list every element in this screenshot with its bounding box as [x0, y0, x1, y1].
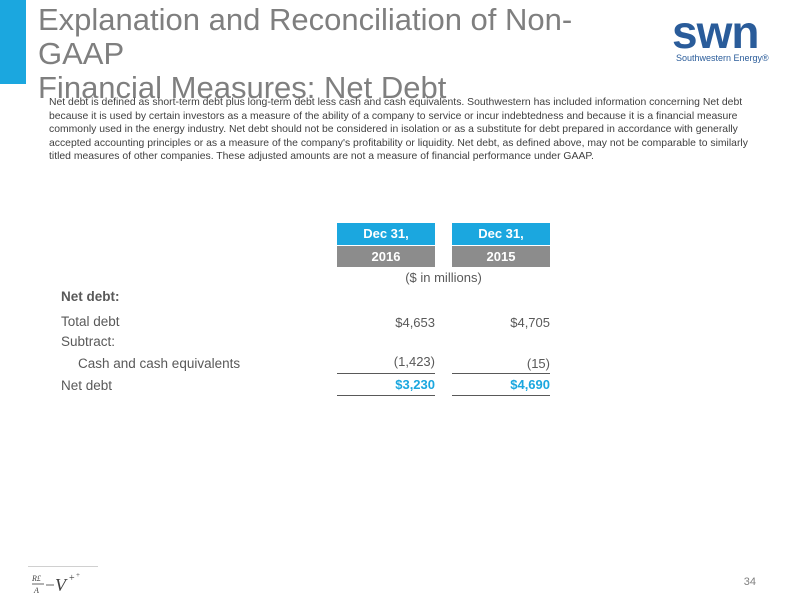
- svg-text:V: V: [55, 575, 68, 595]
- cash-2015: (15): [526, 356, 550, 371]
- row-label-net-debt: Net debt: [61, 378, 113, 393]
- svg-text:R£: R£: [31, 574, 41, 583]
- row-label-subtract: Subtract:: [61, 334, 116, 349]
- title-line-2: Financial Measures: Net Debt: [38, 70, 447, 105]
- intro-paragraph: Net debt is defined as short-term debt p…: [49, 97, 748, 162]
- footer-formula-icon: R£ A V + +: [31, 571, 80, 595]
- subtotal-rule-2016: [337, 373, 435, 374]
- svg-text:+: +: [76, 571, 80, 579]
- page-number: 34: [743, 576, 756, 588]
- title-accent-bar: [0, 0, 26, 84]
- company-logo: swn Southwestern Energy®: [668, 8, 780, 68]
- subtotal-rule-2015: [452, 373, 550, 374]
- footer-divider: [28, 566, 98, 567]
- net-debt-2016: $3,230: [395, 377, 435, 392]
- total-debt-2015: $4,705: [510, 315, 550, 330]
- logo-mark: swn: [672, 6, 759, 58]
- svg-text:A: A: [33, 586, 39, 595]
- row-label-net-debt-heading: Net debt:: [61, 289, 120, 304]
- row-label-cash: Cash and cash equivalents: [78, 356, 241, 371]
- cash-2016: (1,423): [393, 354, 435, 369]
- column-header-2016-year: 2016: [337, 246, 435, 267]
- total-rule-2016: [337, 395, 435, 396]
- units-label: ($ in millions): [405, 270, 482, 285]
- column-header-2015-date: Dec 31,: [452, 223, 550, 245]
- svg-text:+: +: [69, 573, 75, 584]
- total-debt-2016: $4,653: [395, 315, 435, 330]
- title-line-1: Explanation and Reconciliation of Non-GA…: [38, 2, 573, 71]
- page-title: Explanation and Reconciliation of Non-GA…: [38, 3, 638, 105]
- column-header-2015-year: 2015: [452, 246, 550, 267]
- logo-tagline: Southwestern Energy®: [676, 53, 769, 63]
- total-rule-2015: [452, 395, 550, 396]
- net-debt-2015: $4,690: [510, 377, 550, 392]
- column-header-2016-date: Dec 31,: [337, 223, 435, 245]
- row-label-total-debt: Total debt: [61, 314, 120, 329]
